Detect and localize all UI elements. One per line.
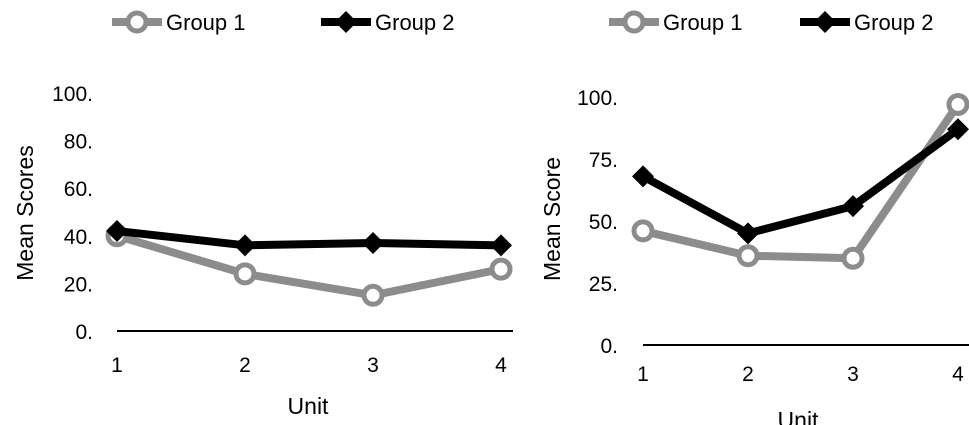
x-axis-title: Unit xyxy=(288,393,330,419)
legend-marker xyxy=(814,11,836,33)
y-tick-label: 75. xyxy=(589,149,618,172)
x-tick-label: 2 xyxy=(239,354,251,377)
series-line xyxy=(116,227,502,250)
y-tick-label: 50. xyxy=(589,211,618,234)
x-axis-title: Unit xyxy=(778,407,820,425)
y-tick-label: 20. xyxy=(64,273,93,296)
data-point xyxy=(737,222,759,245)
data-point xyxy=(631,219,655,243)
data-point xyxy=(632,165,654,188)
series-group-2 xyxy=(632,118,969,245)
data-point xyxy=(106,220,128,243)
data-point xyxy=(946,92,969,116)
x-tick-label: 2 xyxy=(742,363,754,386)
series-group-1 xyxy=(105,224,513,307)
legend-label: Group 2 xyxy=(375,10,455,35)
data-point xyxy=(233,262,257,286)
legend-marker xyxy=(622,10,646,34)
y-tick-label: 100. xyxy=(52,83,93,106)
legend-entry-1: Group 1 xyxy=(609,10,743,35)
data-point xyxy=(489,257,513,281)
legend-label: Group 1 xyxy=(166,10,246,35)
data-point xyxy=(362,231,384,254)
legend-label: Group 1 xyxy=(663,10,743,35)
series-group-1 xyxy=(631,92,969,270)
data-point xyxy=(361,283,385,307)
y-tick-label: 100. xyxy=(577,87,618,110)
legend-entry-2: Group 2 xyxy=(800,10,934,35)
data-point xyxy=(947,118,969,141)
data-point xyxy=(841,246,865,270)
legend-entry-2: Group 2 xyxy=(321,10,455,35)
legend-label: Group 2 xyxy=(854,10,934,35)
x-tick-label: 1 xyxy=(111,354,123,377)
y-tick-label: 80. xyxy=(64,131,93,154)
series-line xyxy=(641,126,961,238)
data-point xyxy=(736,244,760,268)
y-tick-label: 40. xyxy=(64,226,93,249)
y-tick-label: 60. xyxy=(64,178,93,201)
series-line xyxy=(115,231,502,300)
data-point xyxy=(842,195,864,218)
data-point xyxy=(234,234,256,257)
y-axis-title: Mean Score xyxy=(539,157,565,281)
x-tick-label: 4 xyxy=(495,354,507,377)
x-tick-label: 3 xyxy=(367,354,379,377)
series-group-2 xyxy=(106,220,512,257)
y-tick-label: 0. xyxy=(600,335,618,358)
y-axis-title: Mean Scores xyxy=(12,145,38,281)
x-tick-label: 1 xyxy=(637,363,649,386)
chart-1: Group 1 Group 2 0. 20. 40. 60. 80. 100. 1 2 3 4 Unit… xyxy=(12,10,513,419)
legend-entry-1: Group 1 xyxy=(112,10,246,35)
x-tick-label: 4 xyxy=(952,363,964,386)
series-line xyxy=(642,102,962,263)
legend-marker xyxy=(335,11,357,33)
data-point xyxy=(490,234,512,257)
x-tick-label: 3 xyxy=(847,363,859,386)
y-tick-label: 0. xyxy=(75,321,93,344)
y-tick-label: 25. xyxy=(589,273,618,296)
chart-2: Group 1 Group 2 0. 25. 50. 75. 100. 1 2 3 4 Unit Mea… xyxy=(539,10,969,425)
legend-marker xyxy=(125,10,149,34)
